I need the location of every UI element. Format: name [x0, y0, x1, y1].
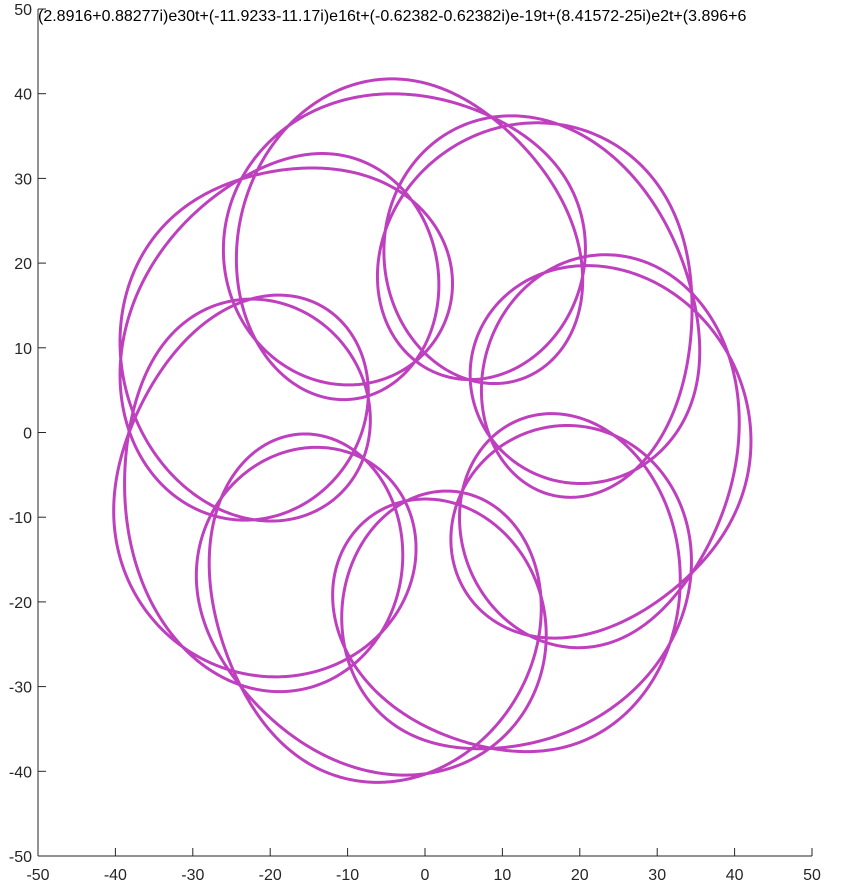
x-tick-label: -50 [26, 867, 49, 884]
x-tick-label: 20 [571, 867, 589, 884]
y-tick-label: 0 [23, 426, 32, 443]
y-tick-label: 30 [14, 171, 32, 188]
axes [37, 9, 812, 857]
x-tick-label: 30 [648, 867, 666, 884]
chart-title: (2.8916+0.88277i)e30t+(-11.9233-11.17i)e… [38, 8, 746, 25]
series-curve [112, 77, 753, 784]
x-tick-label: -40 [104, 867, 127, 884]
y-tick-label: 50 [14, 2, 32, 19]
y-tick-label: -20 [9, 595, 32, 612]
curve-group [112, 77, 753, 784]
y-tick-label: -10 [9, 510, 32, 527]
y-tick-label: 40 [14, 87, 32, 104]
x-tick-label: 10 [494, 867, 512, 884]
x-tick-label: 0 [421, 867, 430, 884]
x-tick-label: 50 [803, 867, 821, 884]
y-tick-label: -50 [9, 849, 32, 866]
x-tick-label: 40 [726, 867, 744, 884]
ticks: -50 -40 -30 -20 -10 0 10 20 30 40 50 50 40 30 20 10 0 -10… [9, 2, 821, 884]
x-tick-label: -30 [181, 867, 204, 884]
y-tick-label: -40 [9, 764, 32, 781]
x-tick-label: -20 [259, 867, 282, 884]
y-tick-label: 20 [14, 256, 32, 273]
y-tick-label: 10 [14, 341, 32, 358]
y-tick-label: -30 [9, 680, 32, 697]
x-tick-label: -10 [336, 867, 359, 884]
